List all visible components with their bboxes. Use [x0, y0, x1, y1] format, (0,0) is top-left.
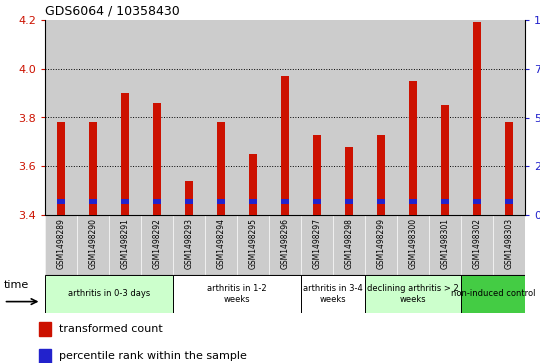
Bar [89, 122, 97, 215]
Bar [237, 20, 269, 215]
Text: transformed count: transformed count [59, 324, 163, 334]
Bar [377, 199, 385, 204]
Bar [173, 275, 301, 313]
Bar [409, 81, 417, 215]
Bar [505, 122, 513, 215]
Bar [77, 215, 109, 275]
Bar [333, 20, 365, 215]
Text: GSM1498302: GSM1498302 [472, 218, 482, 269]
Bar [217, 122, 225, 215]
Bar [473, 23, 481, 215]
Bar [153, 103, 161, 215]
Bar [109, 215, 141, 275]
Bar [185, 199, 193, 204]
Text: GDS6064 / 10358430: GDS6064 / 10358430 [45, 4, 180, 17]
Bar [345, 147, 353, 215]
Bar [461, 215, 493, 275]
Bar [141, 20, 173, 215]
Text: GSM1498298: GSM1498298 [345, 218, 354, 269]
Text: GSM1498295: GSM1498295 [248, 218, 258, 269]
Text: GSM1498290: GSM1498290 [89, 218, 98, 269]
Bar [109, 20, 141, 215]
Bar [217, 199, 225, 204]
Bar [45, 215, 77, 275]
Bar [397, 215, 429, 275]
Text: arthritis in 0-3 days: arthritis in 0-3 days [68, 290, 150, 298]
Bar [57, 199, 65, 204]
Bar [345, 199, 353, 204]
Text: arthritis in 1-2
weeks: arthritis in 1-2 weeks [207, 284, 267, 304]
Bar [121, 93, 129, 215]
Text: non-induced control: non-induced control [451, 290, 535, 298]
Text: GSM1498296: GSM1498296 [280, 218, 289, 269]
Bar [57, 122, 65, 215]
Text: GSM1498294: GSM1498294 [217, 218, 226, 269]
Bar [141, 215, 173, 275]
Bar [473, 199, 481, 204]
Bar [461, 275, 525, 313]
Text: GSM1498289: GSM1498289 [57, 218, 65, 269]
Bar [153, 199, 161, 204]
Bar [45, 20, 77, 215]
Bar [365, 215, 397, 275]
Text: GSM1498297: GSM1498297 [313, 218, 321, 269]
Text: percentile rank within the sample: percentile rank within the sample [59, 351, 247, 361]
Bar [461, 20, 493, 215]
Bar [429, 20, 461, 215]
Bar [313, 135, 321, 215]
Bar [45, 275, 173, 313]
Bar [505, 199, 513, 204]
Text: GSM1498299: GSM1498299 [376, 218, 386, 269]
Bar [493, 20, 525, 215]
Text: GSM1498291: GSM1498291 [120, 218, 130, 269]
Bar [281, 199, 289, 204]
Bar [301, 275, 365, 313]
Text: GSM1498303: GSM1498303 [504, 218, 514, 269]
Bar [409, 199, 417, 204]
Bar [365, 275, 461, 313]
Text: arthritis in 3-4
weeks: arthritis in 3-4 weeks [303, 284, 363, 304]
Bar [249, 199, 257, 204]
Bar [173, 215, 205, 275]
Bar [205, 215, 237, 275]
Bar [89, 199, 97, 204]
Bar [493, 215, 525, 275]
Bar [301, 20, 333, 215]
Bar [397, 20, 429, 215]
Text: GSM1498293: GSM1498293 [185, 218, 193, 269]
Bar [333, 215, 365, 275]
Bar [205, 20, 237, 215]
Bar [429, 215, 461, 275]
Bar [313, 199, 321, 204]
Bar [77, 20, 109, 215]
Bar [377, 135, 385, 215]
Bar [281, 76, 289, 215]
Bar [237, 215, 269, 275]
Bar [269, 20, 301, 215]
Text: declining arthritis > 2
weeks: declining arthritis > 2 weeks [367, 284, 459, 304]
Bar [269, 215, 301, 275]
Bar [39, 349, 51, 363]
Bar [441, 105, 449, 215]
Bar [121, 199, 129, 204]
Text: GSM1498301: GSM1498301 [441, 218, 449, 269]
Bar [173, 20, 205, 215]
Bar [441, 199, 449, 204]
Bar [301, 215, 333, 275]
Bar [39, 322, 51, 336]
Bar [185, 181, 193, 215]
Text: time: time [4, 280, 29, 290]
Bar [249, 154, 257, 215]
Text: GSM1498292: GSM1498292 [152, 218, 161, 269]
Text: GSM1498300: GSM1498300 [408, 218, 417, 269]
Bar [365, 20, 397, 215]
